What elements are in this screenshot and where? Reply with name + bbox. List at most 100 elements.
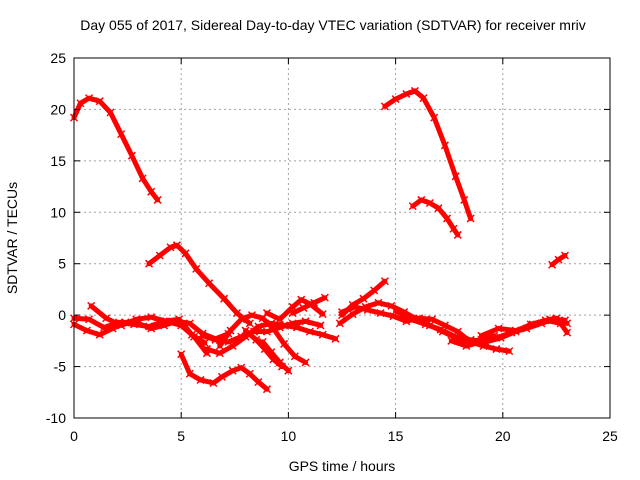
data-point — [290, 352, 299, 361]
data-point — [205, 279, 214, 288]
data-point — [245, 369, 254, 378]
data-point — [82, 326, 91, 335]
data-point — [545, 315, 554, 324]
data-point — [331, 334, 340, 343]
series-arc-22 — [477, 315, 570, 340]
data-point — [451, 172, 460, 181]
data-point — [335, 319, 344, 328]
y-tick-label: 15 — [50, 153, 66, 169]
data-point — [318, 330, 327, 339]
data-point — [421, 320, 430, 329]
x-tick-label: 15 — [388, 428, 404, 444]
data-point — [262, 327, 271, 336]
data-point — [145, 322, 154, 331]
data-point — [166, 243, 175, 252]
data-point — [434, 204, 443, 213]
data-point — [337, 308, 347, 317]
data-point — [408, 202, 417, 211]
data-point — [254, 377, 263, 387]
data-point — [528, 320, 537, 329]
y-tick-label: 10 — [50, 204, 66, 220]
data-point — [153, 195, 162, 204]
data-point — [505, 347, 514, 356]
series-trace — [478, 316, 568, 339]
data-point — [301, 317, 310, 326]
data-point — [117, 130, 126, 139]
data-point — [237, 315, 246, 324]
data-point — [511, 326, 520, 335]
y-tick-label: -5 — [54, 359, 67, 375]
data-series — [69, 86, 572, 394]
data-point — [280, 339, 289, 348]
data-point — [453, 230, 462, 239]
data-point — [155, 251, 164, 260]
data-point — [410, 86, 419, 95]
data-point — [211, 335, 220, 344]
data-point — [132, 315, 141, 324]
data-point — [228, 366, 237, 375]
data-point — [172, 241, 181, 250]
x-tick-labels: 0 5 10 15 20 25 — [70, 428, 618, 444]
data-point — [370, 286, 379, 295]
plot-frame — [73, 57, 611, 419]
data-point — [310, 298, 319, 307]
data-point — [292, 323, 302, 332]
data-point — [275, 358, 284, 367]
series-trace — [339, 304, 512, 354]
data-point — [280, 321, 289, 330]
data-point — [299, 303, 308, 312]
data-point — [84, 94, 94, 103]
data-point — [99, 323, 109, 332]
data-point — [380, 277, 389, 286]
x-tick-label: 25 — [602, 428, 618, 444]
data-point — [220, 294, 229, 303]
series-trace — [260, 339, 291, 374]
data-point — [138, 174, 147, 183]
data-point — [245, 319, 254, 328]
series-arc-4 — [145, 241, 254, 328]
data-point — [84, 315, 94, 324]
data-point — [102, 314, 111, 323]
data-point — [554, 255, 563, 264]
data-point — [297, 295, 306, 304]
data-point — [376, 309, 385, 318]
data-point — [316, 321, 325, 330]
series-trace — [178, 351, 270, 392]
data-point — [363, 305, 372, 315]
y-axis-label: SDTVAR / TECUs — [4, 182, 20, 294]
y-tick-label: 25 — [50, 50, 66, 66]
series-trace — [382, 88, 474, 221]
data-point — [215, 341, 224, 351]
data-point — [95, 330, 104, 339]
series-arc-12 — [215, 311, 310, 367]
data-point — [181, 249, 190, 258]
series-arc-3 — [408, 195, 462, 239]
x-tick-label: 5 — [177, 428, 185, 444]
x-tick-label: 20 — [495, 428, 511, 444]
x-tick-label: 10 — [281, 428, 297, 444]
x-tick-label: 0 — [70, 428, 78, 444]
axis-ticks — [73, 57, 611, 419]
data-point — [548, 260, 557, 269]
y-tick-label: 5 — [58, 256, 66, 272]
data-point — [267, 348, 276, 357]
data-point — [177, 321, 186, 330]
data-point — [127, 151, 136, 160]
data-point — [262, 385, 271, 394]
series-trace — [71, 95, 161, 203]
data-point — [247, 311, 256, 320]
data-point — [232, 309, 241, 318]
data-point — [560, 251, 570, 260]
series-arc-2 — [380, 86, 475, 223]
series-trace — [290, 295, 328, 316]
series-arc-14 — [258, 337, 293, 375]
data-point — [391, 306, 400, 316]
data-point — [284, 366, 293, 375]
data-point — [402, 89, 411, 99]
data-point — [447, 336, 456, 345]
data-point — [226, 326, 235, 335]
series-arc-16 — [288, 293, 329, 318]
data-point — [425, 198, 434, 208]
data-point — [477, 331, 486, 340]
data-point — [237, 363, 246, 372]
